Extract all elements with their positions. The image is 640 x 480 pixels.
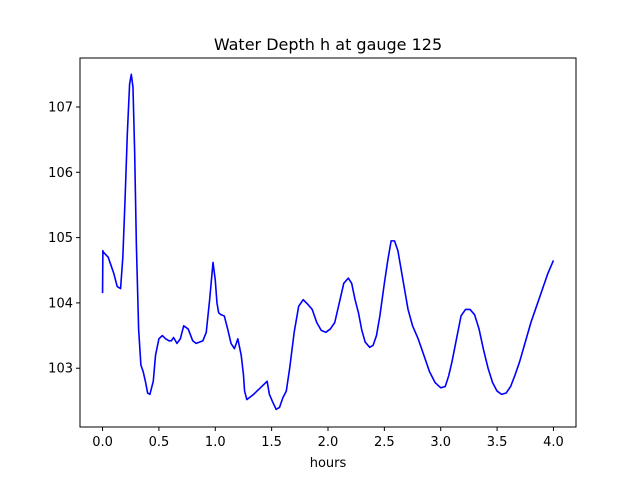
x-tick-label: 0.5 <box>149 435 170 450</box>
x-tick-label: 1.5 <box>261 435 282 450</box>
x-tick-label: 3.5 <box>487 435 508 450</box>
x-axis-ticks: 0.0 0.5 1.0 1.5 2.0 2.5 3.0 3.5 4.0 <box>92 427 564 450</box>
y-tick-label: 106 <box>48 166 73 181</box>
x-tick-label: 0.0 <box>92 435 113 450</box>
x-tick-label: 1.0 <box>205 435 226 450</box>
x-tick-label: 3.0 <box>430 435 451 450</box>
plot-area: 0.0 0.5 1.0 1.5 2.0 2.5 3.0 3.5 4.0 103 104 105 106… <box>48 57 577 450</box>
y-tick-label: 105 <box>48 231 73 246</box>
series-line-0 <box>101 73 555 411</box>
y-tick-label: 104 <box>48 296 73 311</box>
y-axis-ticks: 103 104 105 106 107 <box>48 100 80 377</box>
series-layer <box>101 73 555 411</box>
y-tick-label: 103 <box>48 362 73 377</box>
x-axis-label: hours <box>310 456 347 471</box>
x-tick-label: 2.5 <box>374 435 395 450</box>
chart-title: Water Depth h at gauge 125 <box>214 35 442 54</box>
y-tick-label: 107 <box>48 100 73 115</box>
x-tick-label: 2.0 <box>318 435 339 450</box>
x-tick-label: 4.0 <box>543 435 564 450</box>
